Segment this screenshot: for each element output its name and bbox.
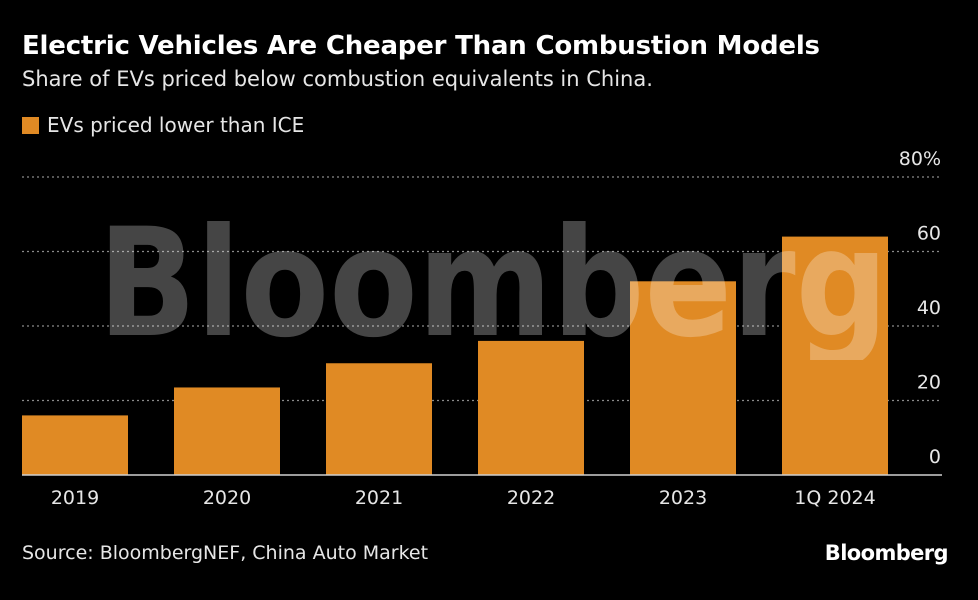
x-axis-ticks: 2019 2020 2021 2022 2023 1Q 2024: [51, 487, 876, 509]
chart-title: Electric Vehicles Are Cheaper Than Combu…: [22, 31, 820, 61]
y-tick-label: 0: [929, 446, 941, 468]
y-axis-ticks: 0 20 40 60 80%: [899, 148, 941, 468]
bar: [326, 363, 432, 475]
legend: EVs priced lower than ICE: [22, 113, 304, 137]
x-tick-label: 1Q 2024: [794, 487, 875, 509]
bar: [478, 340, 584, 475]
y-tick-label: 40: [917, 297, 941, 319]
bar: [22, 415, 128, 475]
bars: [22, 236, 888, 475]
chart-subtitle: Share of EVs priced below combustion equ…: [22, 67, 653, 91]
bar: [782, 236, 888, 475]
legend-label: EVs priced lower than ICE: [47, 113, 305, 137]
x-tick-label: 2021: [355, 487, 403, 509]
y-tick-label: 60: [917, 223, 941, 245]
bloomberg-logo: Bloomberg: [824, 541, 949, 565]
x-tick-label: 2023: [659, 487, 707, 509]
y-tick-label: 20: [917, 372, 941, 394]
x-tick-label: 2022: [507, 487, 555, 509]
source-note: Source: BloombergNEF, China Auto Market: [22, 542, 429, 564]
y-tick-label: 80%: [899, 148, 941, 170]
x-tick-label: 2019: [51, 487, 99, 509]
legend-swatch: [22, 116, 39, 134]
bar: [174, 387, 280, 475]
x-tick-label: 2020: [203, 487, 251, 509]
bar: [630, 281, 736, 475]
